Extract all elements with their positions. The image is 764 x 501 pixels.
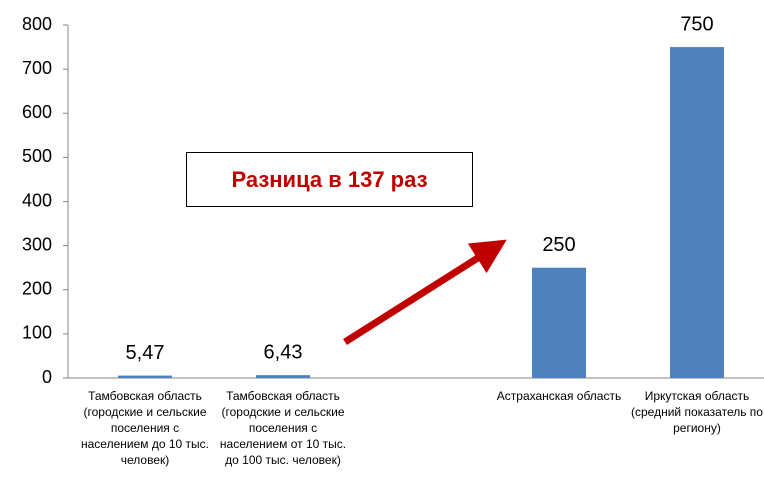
y-tick-label: 100 [22,323,52,343]
x-tick-label: Иркутская область (средний показатель по… [631,389,763,435]
y-tick-label: 600 [22,102,52,122]
bar [118,375,172,378]
y-tick-label: 400 [22,190,52,210]
annotation: Разница в 137 раз [186,152,473,207]
bar [532,267,586,378]
x-tick-label: Астраханская область [496,389,622,403]
value-label: 5,47 [126,342,165,364]
y-tick-label: 200 [22,279,52,299]
y-tick-label: 0 [42,367,52,387]
value-label: 6,43 [264,341,303,363]
y-tick-label: 700 [22,58,52,78]
bar [256,375,310,378]
value-label: 250 [542,234,575,256]
x-tick-label: Тамбовская область (городские и сельские… [81,389,209,467]
arrow [343,239,507,345]
y-tick-label: 500 [22,146,52,166]
bar [670,47,724,378]
y-tick-label: 800 [22,14,52,34]
x-tick-label: Тамбовская область (городские и сельские… [219,389,347,467]
y-tick-label: 300 [22,234,52,254]
value-label: 750 [680,13,713,35]
